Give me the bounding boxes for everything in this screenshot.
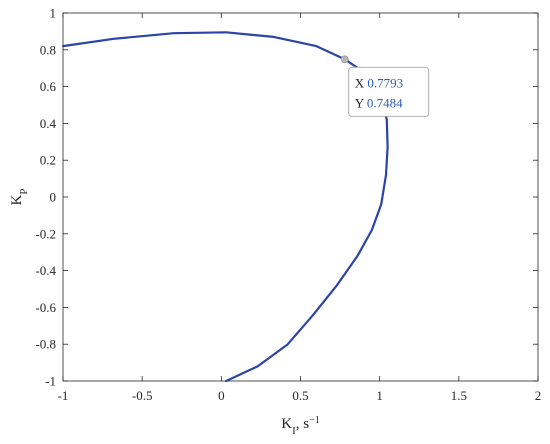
datatip-x-label: X <box>355 75 365 90</box>
datatip-y-line: Y 0.7484 <box>355 95 403 110</box>
y-tick-label: -1 <box>45 374 56 389</box>
axes-box <box>62 12 539 382</box>
x-tick-label: 0 <box>218 388 225 403</box>
x-axis-label-main: K <box>281 416 292 432</box>
datatip[interactable]: X 0.7793 Y 0.7484 <box>340 55 430 117</box>
y-tick-label: -0.8 <box>35 337 56 352</box>
y-axis-label-main: K <box>9 194 25 205</box>
datatip-y-value: 0.7484 <box>367 95 403 110</box>
x-axis-label-subscript: I <box>292 425 296 437</box>
series-line <box>61 31 389 383</box>
y-tick-label: 0 <box>50 190 57 205</box>
x-axis-label-superscript: −1 <box>309 415 320 426</box>
y-tick-label: 0.4 <box>40 116 57 131</box>
x-axis-label-rest: , s <box>296 416 310 432</box>
plot-area <box>61 12 539 383</box>
datatip-box[interactable] <box>348 66 430 117</box>
y-tick-label: 0.6 <box>40 79 57 94</box>
y-tick-label: -0.2 <box>35 226 56 241</box>
datatip-x-value: 0.7793 <box>367 75 403 90</box>
datatip-marker[interactable] <box>340 55 349 64</box>
x-axis-label: KI, s−1 <box>281 415 320 438</box>
y-tick-label: 0.8 <box>40 42 56 57</box>
y-tick-label: -0.4 <box>35 263 56 278</box>
x-axis-ticks: -1 -0.5 0 0.5 1 1.5 2 <box>58 13 542 403</box>
y-tick-label: 0.2 <box>40 153 56 168</box>
datatip-y-label: Y <box>355 95 365 110</box>
y-axis-ticks: -1 -0.8 -0.6 -0.4 -0.2 0 0.2 0.4 0.6 0.8 1 <box>35 6 538 389</box>
y-axis-label-subscript: P <box>18 189 30 195</box>
y-tick-label: 1 <box>50 6 57 21</box>
x-tick-label: 1 <box>376 388 383 403</box>
x-tick-label: -1 <box>58 388 69 403</box>
x-tick-label: -0.5 <box>132 388 153 403</box>
y-axis-label: KP <box>9 189 30 206</box>
y-tick-label: -0.6 <box>35 300 56 315</box>
x-tick-label: 2 <box>535 388 542 403</box>
datatip-x-line: X 0.7793 <box>355 75 403 90</box>
x-tick-label: 1.5 <box>451 388 467 403</box>
x-tick-label: 0.5 <box>292 388 308 403</box>
